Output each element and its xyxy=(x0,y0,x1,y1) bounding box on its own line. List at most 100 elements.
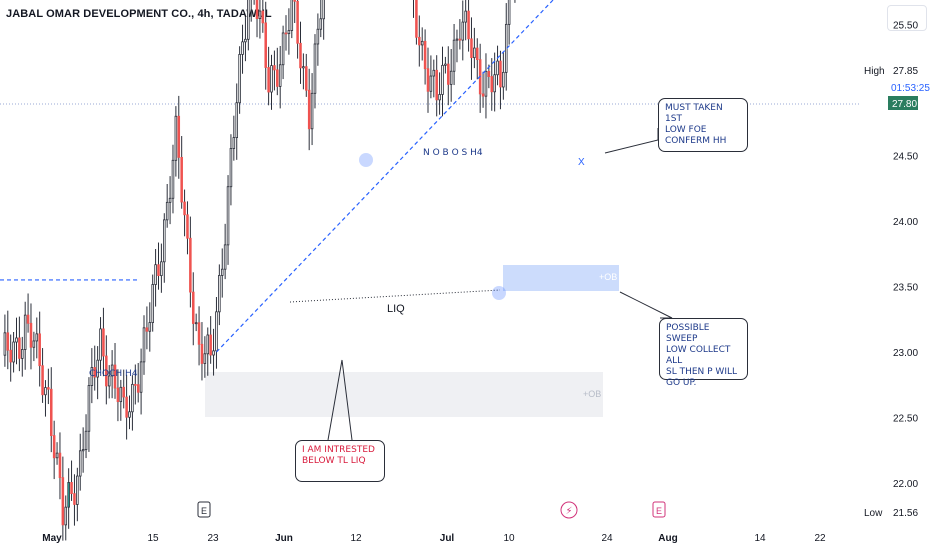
candle-down xyxy=(267,67,270,93)
candle-down xyxy=(73,493,76,505)
candle xyxy=(229,134,233,206)
candle xyxy=(165,184,169,228)
liq-label: LIQ xyxy=(387,303,405,315)
candle xyxy=(73,474,76,526)
candle-up xyxy=(229,148,233,188)
candle-up xyxy=(99,328,102,361)
candle xyxy=(310,73,314,146)
candle-up xyxy=(142,327,146,363)
candle-down xyxy=(490,76,494,93)
candle xyxy=(26,293,30,333)
candle xyxy=(218,264,221,326)
candle xyxy=(264,1,267,90)
candle-down xyxy=(299,42,302,69)
note-top-pointer xyxy=(604,128,659,154)
candle-up xyxy=(287,30,291,35)
candle xyxy=(305,53,308,97)
candle-up xyxy=(507,0,511,25)
candle-up xyxy=(76,475,79,505)
candle-up xyxy=(438,94,441,101)
earnings-e-icon[interactable]: E xyxy=(197,501,211,518)
candle xyxy=(174,106,178,177)
candle xyxy=(316,13,320,66)
candle xyxy=(267,46,270,106)
note-interested[interactable]: I AM INTRESTED BELOW TL LIQ xyxy=(295,440,385,482)
candle xyxy=(502,51,505,100)
candle-down xyxy=(125,396,128,418)
candle xyxy=(470,17,473,80)
candle xyxy=(278,46,282,109)
candle xyxy=(183,189,186,237)
candle-down xyxy=(418,36,421,46)
candle-up xyxy=(493,74,496,93)
candle xyxy=(504,3,508,91)
candle xyxy=(238,46,241,114)
time-tick: 22 xyxy=(814,533,826,544)
candle xyxy=(302,53,305,90)
candle-up xyxy=(452,39,456,72)
time-tick: 12 xyxy=(350,533,362,544)
candle-down xyxy=(273,65,276,71)
candle-up xyxy=(322,0,325,20)
svg-text:E: E xyxy=(201,506,207,516)
candle-up xyxy=(206,334,210,355)
candle xyxy=(215,296,218,369)
candle xyxy=(206,327,210,376)
candle-down xyxy=(189,237,192,293)
candle xyxy=(253,0,255,5)
countdown-box xyxy=(888,80,928,94)
candle xyxy=(420,27,424,61)
note-must-taken[interactable]: MUST TAKEN 1ST LOW FOE CONFERM HH xyxy=(658,98,748,152)
candle-up xyxy=(302,66,305,69)
candle-up xyxy=(151,284,154,323)
candle xyxy=(61,456,65,541)
candle xyxy=(102,307,105,377)
candle xyxy=(235,83,239,160)
candle xyxy=(191,272,195,346)
swing-high-marker xyxy=(359,153,373,167)
candle-down xyxy=(134,383,137,386)
time-axis[interactable]: May 15 23 Jun 12 Jul 10 24 Aug 14 22 E ⚡ E xyxy=(42,501,826,544)
candle-up xyxy=(232,137,236,149)
candle xyxy=(131,375,134,431)
earnings-e-icon-2[interactable]: E xyxy=(652,501,666,518)
candle xyxy=(270,54,273,110)
candle xyxy=(41,348,44,403)
candle-up xyxy=(67,482,70,508)
candle xyxy=(29,303,33,370)
candle-down xyxy=(499,60,502,88)
candle-down xyxy=(186,214,189,239)
candle-up xyxy=(110,364,114,377)
last-price-value: 27.80 xyxy=(892,99,917,110)
high-value: 27.85 xyxy=(893,66,918,77)
candle-down xyxy=(122,386,125,398)
ob-zone-lower xyxy=(205,372,603,417)
dividend-bolt-icon[interactable]: ⚡ xyxy=(560,501,578,519)
candle-down xyxy=(145,327,149,332)
time-tick: Jun xyxy=(275,533,293,544)
candle xyxy=(467,0,470,52)
note-line: CONFERM HH xyxy=(665,136,727,146)
candle xyxy=(261,0,265,33)
candle xyxy=(163,213,166,283)
candle xyxy=(35,317,39,359)
countdown: 01:53:25 xyxy=(891,83,930,94)
note-possible-sweep[interactable]: POSSIBLE SWEEP LOW COLLECT ALL SL THEN P… xyxy=(659,318,748,388)
price-scale[interactable]: 28.5028.0027.5027.0026.5026.0025.5025.00… xyxy=(864,0,930,520)
candle-down xyxy=(470,38,473,59)
candle-up xyxy=(35,333,39,342)
candle xyxy=(87,377,91,452)
candle xyxy=(247,0,250,51)
candle xyxy=(444,56,447,74)
candle-up xyxy=(316,28,320,45)
candle-down xyxy=(264,22,267,68)
candle-up xyxy=(420,40,424,46)
candle-down xyxy=(293,0,296,2)
chart-control-button[interactable] xyxy=(887,5,927,31)
candle-down xyxy=(255,0,259,19)
candle-down xyxy=(105,355,108,387)
candle xyxy=(212,328,215,376)
candle xyxy=(18,316,21,372)
candle-up xyxy=(238,54,241,104)
